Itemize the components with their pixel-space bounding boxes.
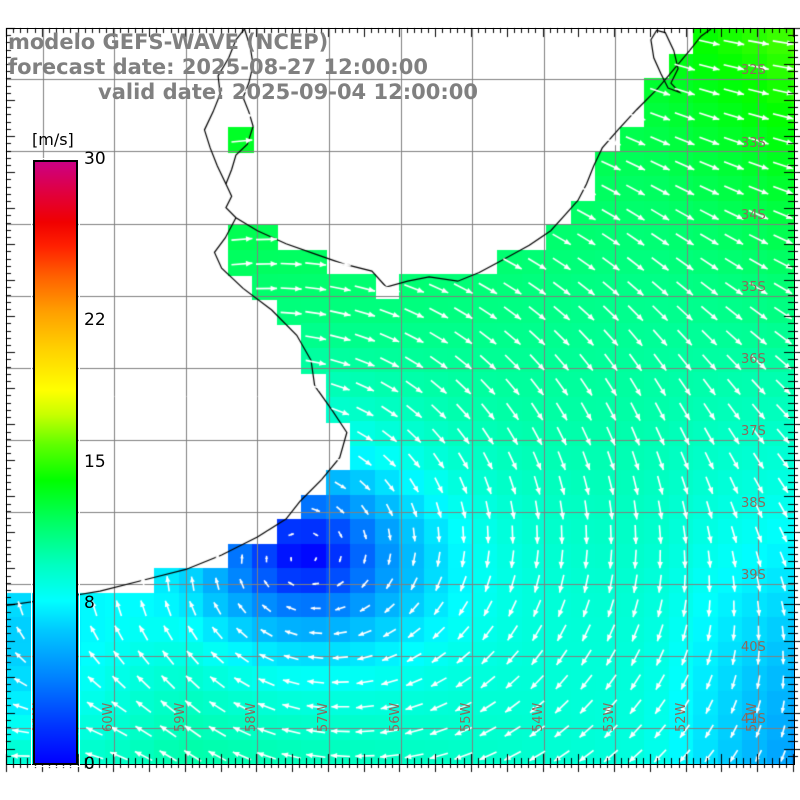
wind-direction-arrows-canvas — [7, 29, 794, 764]
colorbar-unit-label: [m/s] — [32, 130, 74, 149]
colorbar-tick-0: 0 — [84, 754, 95, 774]
colorbar-tick-22: 22 — [84, 310, 106, 331]
colorbar-gradient — [33, 160, 78, 765]
map-plot-area[interactable] — [6, 28, 795, 765]
colorbar-tick-30: 30 — [84, 149, 106, 169]
colorbar-tick-15: 15 — [84, 451, 106, 472]
colorbar-tick-8: 8 — [84, 592, 95, 613]
